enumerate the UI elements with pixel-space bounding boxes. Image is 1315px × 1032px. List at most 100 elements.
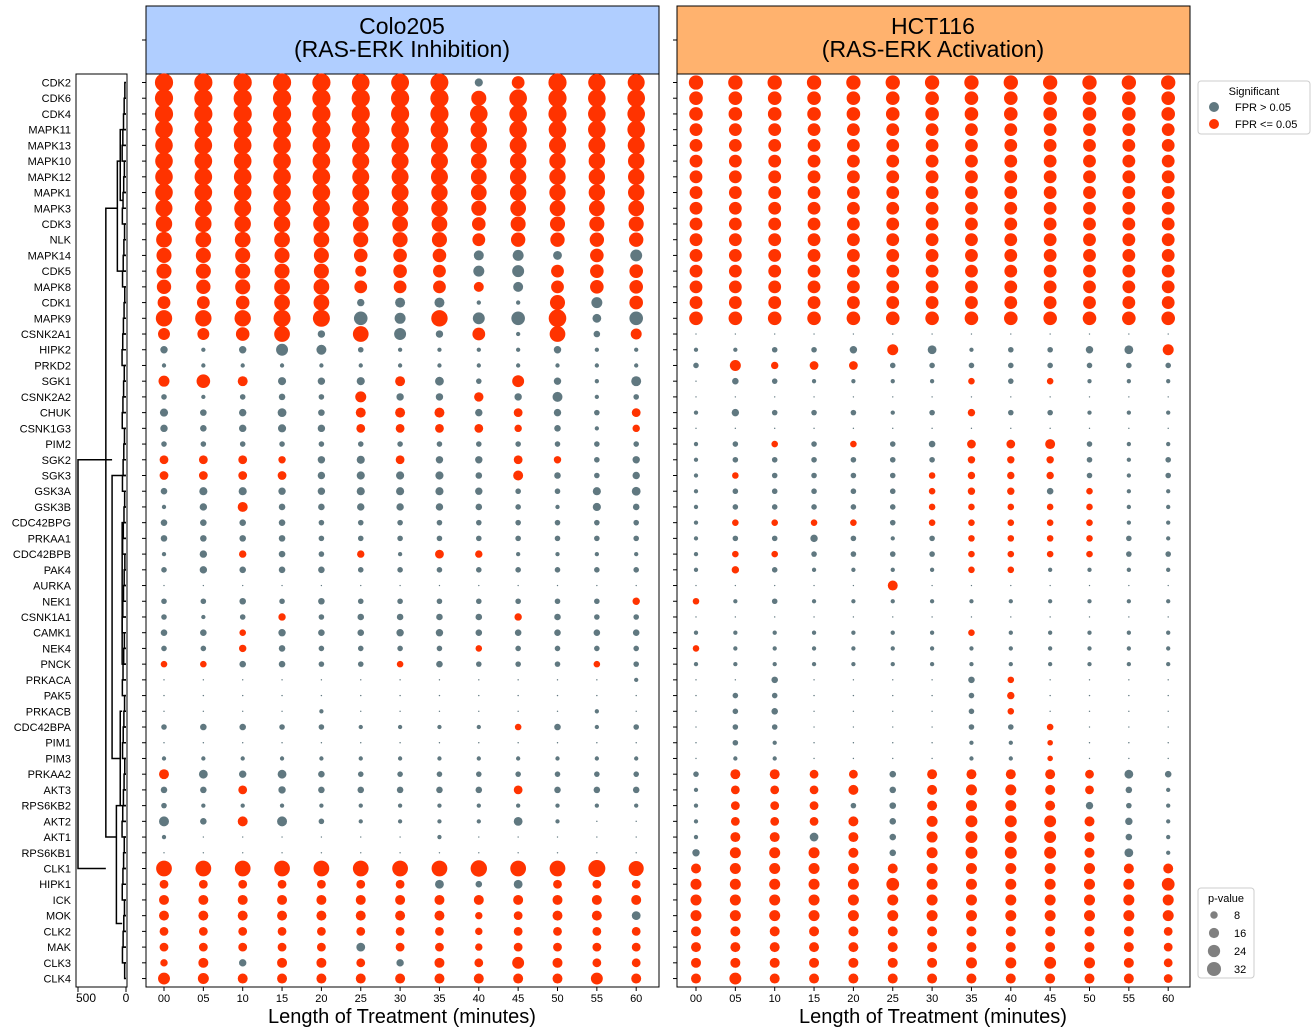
- dot: [1166, 787, 1171, 793]
- dot: [200, 818, 207, 825]
- dot: [1124, 345, 1134, 355]
- dot: [200, 660, 207, 668]
- dot: [1044, 815, 1057, 828]
- dot: [964, 311, 979, 326]
- dot: [234, 215, 251, 233]
- dot: [1048, 661, 1053, 667]
- hct116-header: [676, 5, 1191, 75]
- dot: [1046, 377, 1054, 385]
- dot: [1043, 311, 1057, 326]
- dot: [892, 694, 894, 697]
- dot: [1166, 599, 1171, 604]
- dendrogram-link: [122, 521, 126, 540]
- dot: [549, 326, 566, 342]
- dot: [554, 723, 561, 731]
- dot: [317, 456, 326, 464]
- dot: [771, 504, 778, 510]
- dot: [1005, 800, 1017, 812]
- dot: [1082, 91, 1097, 106]
- dot: [1161, 123, 1175, 137]
- dot: [728, 123, 742, 137]
- dot: [554, 425, 561, 432]
- dot: [431, 310, 448, 327]
- dot: [927, 800, 938, 811]
- dot: [357, 550, 365, 558]
- dot: [1049, 333, 1051, 335]
- dot: [889, 833, 897, 841]
- dendrogram-link: [121, 207, 126, 225]
- dot: [769, 769, 780, 780]
- dot: [436, 598, 443, 605]
- dot: [847, 123, 860, 137]
- dot: [357, 613, 365, 621]
- dot: [1161, 154, 1175, 168]
- dot: [513, 942, 523, 952]
- dot: [807, 249, 821, 262]
- dot: [1004, 107, 1018, 121]
- dot: [890, 567, 895, 572]
- dot: [159, 471, 169, 480]
- dot: [693, 410, 699, 415]
- dot: [396, 487, 405, 496]
- dot: [632, 424, 640, 433]
- kinase-label: GSK3B: [34, 502, 71, 514]
- dot: [239, 959, 247, 967]
- dendrogram-link: [122, 459, 126, 477]
- dot: [769, 942, 780, 953]
- dot: [391, 168, 409, 186]
- dot: [433, 264, 446, 278]
- dot: [1082, 75, 1097, 90]
- dot: [732, 472, 739, 479]
- x-tick-label: 10: [769, 993, 781, 1005]
- dot: [154, 73, 174, 92]
- dot: [438, 679, 441, 681]
- dot: [397, 819, 403, 824]
- dot: [316, 973, 327, 984]
- dot: [850, 409, 857, 416]
- dot: [890, 599, 895, 604]
- dot: [732, 692, 739, 699]
- dot: [925, 233, 939, 247]
- kinase-label: NLK: [50, 235, 72, 247]
- dot: [729, 894, 741, 906]
- x-tick-label: 05: [729, 993, 741, 1005]
- dot: [635, 820, 637, 823]
- dot: [556, 836, 559, 838]
- dot: [886, 201, 900, 215]
- dot: [202, 852, 205, 854]
- dot: [886, 170, 900, 184]
- dot: [1005, 942, 1016, 953]
- dot: [233, 168, 252, 186]
- dot: [552, 910, 563, 921]
- dot: [357, 786, 365, 794]
- dot: [1007, 566, 1015, 574]
- dot: [158, 972, 170, 985]
- dot: [517, 852, 519, 854]
- dot: [515, 598, 521, 605]
- dot: [272, 120, 292, 139]
- dot: [278, 613, 286, 621]
- dot: [202, 694, 205, 697]
- dot: [1003, 75, 1018, 90]
- dot: [242, 852, 244, 854]
- dot: [1083, 910, 1096, 922]
- dot: [1044, 862, 1056, 875]
- dot: [317, 424, 326, 433]
- dot: [516, 551, 521, 557]
- dot: [399, 679, 401, 681]
- dot: [695, 616, 697, 618]
- dot: [277, 879, 287, 889]
- dot: [476, 803, 481, 808]
- dot: [1126, 599, 1131, 604]
- dot: [592, 926, 602, 936]
- dot: [634, 803, 639, 808]
- dot: [279, 598, 285, 605]
- dot: [391, 120, 409, 139]
- dendrogram-frame: [75, 73, 128, 988]
- dot: [435, 879, 444, 889]
- dot: [890, 410, 895, 415]
- dot: [357, 661, 364, 667]
- dot: [886, 186, 900, 199]
- dot: [1043, 154, 1057, 168]
- dot: [163, 742, 165, 744]
